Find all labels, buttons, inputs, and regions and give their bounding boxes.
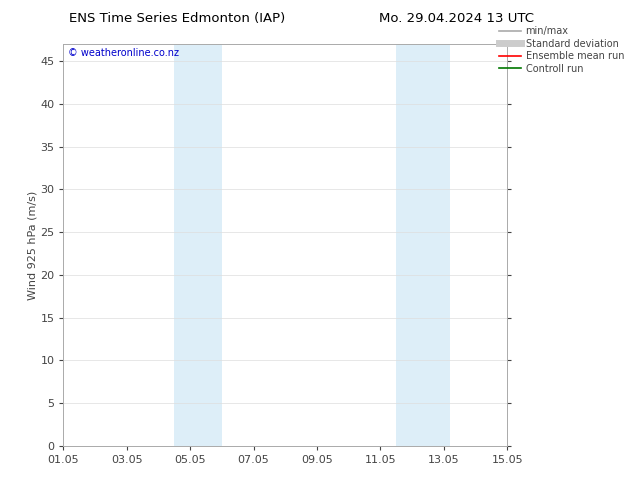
Bar <box>174 44 222 446</box>
Text: © weatheronline.co.nz: © weatheronline.co.nz <box>68 48 179 58</box>
Text: ENS Time Series Edmonton (IAP): ENS Time Series Edmonton (IAP) <box>69 12 286 25</box>
Legend: min/max, Standard deviation, Ensemble mean run, Controll run: min/max, Standard deviation, Ensemble me… <box>497 24 626 75</box>
Y-axis label: Wind 925 hPa (m/s): Wind 925 hPa (m/s) <box>27 191 37 299</box>
Text: Mo. 29.04.2024 13 UTC: Mo. 29.04.2024 13 UTC <box>379 12 534 25</box>
Bar <box>396 44 450 446</box>
